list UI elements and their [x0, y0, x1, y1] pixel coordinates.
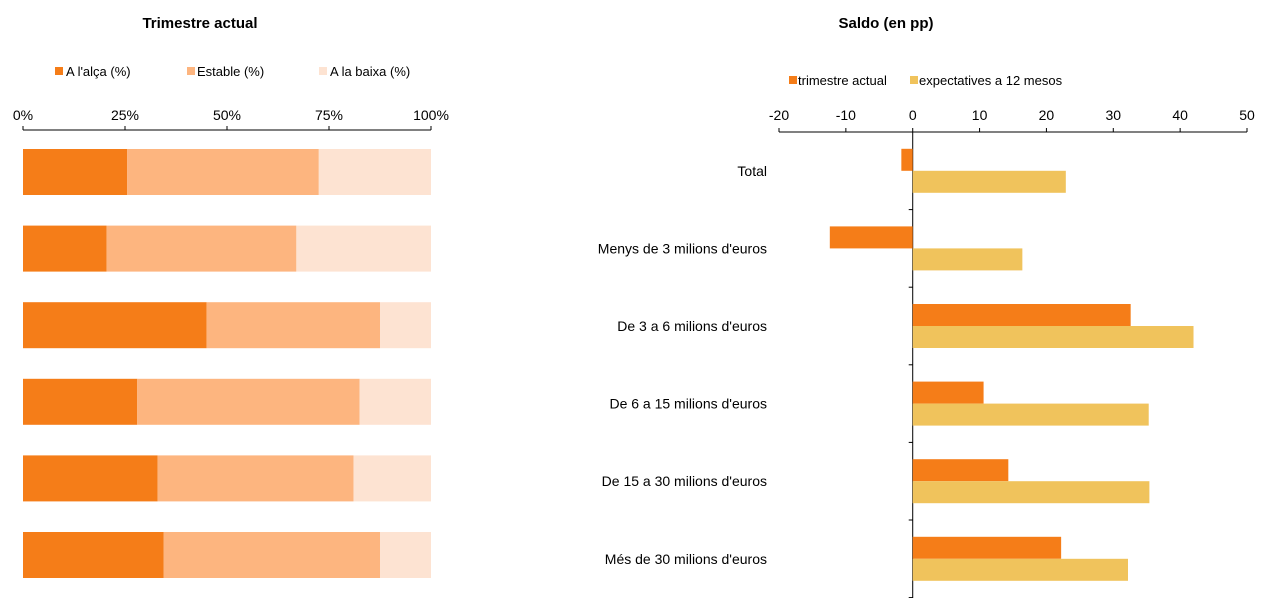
bar-expectations-12m	[912, 481, 1150, 504]
left-bar-segment	[206, 302, 380, 349]
right-chart-axis: -20 -10 0 10 20 30 40 50	[769, 107, 1255, 598]
right-tick-label: 50	[1239, 107, 1255, 123]
left-bar-segment	[23, 225, 107, 272]
legend-label-down: A la baixa (%)	[330, 64, 410, 79]
bar-current-quarter	[912, 459, 1009, 482]
left-tick-label: 50%	[213, 107, 241, 123]
right-tick-label: -10	[836, 107, 856, 123]
bar-current-quarter	[829, 226, 913, 249]
left-bar-segment	[318, 149, 431, 195]
left-bar-segment	[163, 532, 380, 578]
legend-swatch-expect	[910, 76, 918, 84]
right-category-label: Més de 30 milions d'euros	[605, 551, 767, 567]
left-bar-segment	[23, 302, 207, 349]
legend-label-stable: Estable (%)	[197, 64, 264, 79]
bar-expectations-12m	[912, 326, 1194, 348]
left-bar-segment	[137, 378, 360, 425]
right-tick-label: 30	[1105, 107, 1121, 123]
right-tick-label: -20	[769, 107, 789, 123]
left-bar-segment	[380, 302, 431, 349]
right-chart-bars	[829, 148, 1194, 581]
bar-expectations-12m	[912, 170, 1066, 193]
left-chart-legend: A l'alça (%) Estable (%) A la baixa (%)	[55, 64, 410, 79]
legend-swatch-down	[319, 67, 327, 75]
right-category-label: Total	[737, 163, 767, 179]
left-bar-segment	[380, 532, 431, 578]
right-tick-label: 10	[972, 107, 988, 123]
legend-label-expect: expectatives a 12 mesos	[919, 73, 1063, 88]
left-chart-title: Trimestre actual	[142, 15, 257, 32]
left-bar-segment	[23, 149, 128, 195]
left-bar-segment	[23, 532, 164, 578]
left-bar-segment	[23, 378, 138, 425]
bar-expectations-12m	[912, 403, 1149, 426]
right-category-label: De 15 a 30 milions d'euros	[602, 473, 767, 489]
bar-expectations-12m	[912, 558, 1128, 581]
right-category-label: De 6 a 15 milions d'euros	[609, 396, 767, 412]
left-bar-segment	[157, 455, 354, 502]
right-chart-category-labels: Total Menys de 3 milions d'euros De 3 a 6 …	[598, 163, 767, 567]
bar-current-quarter	[912, 304, 1131, 326]
left-bar-segment	[359, 378, 431, 425]
left-chart: Trimestre actual A l'alça (%) Estable (%…	[13, 15, 449, 578]
left-bar-segment	[23, 455, 158, 502]
left-bar-segment	[106, 225, 297, 272]
bar-current-quarter	[901, 148, 913, 171]
left-chart-axis: 0% 25% 50% 75% 100%	[13, 107, 449, 131]
bar-expectations-12m	[912, 248, 1023, 271]
right-tick-label: 0	[909, 107, 917, 123]
right-tick-label: 20	[1039, 107, 1055, 123]
bar-current-quarter	[912, 536, 1062, 559]
bar-current-quarter	[912, 381, 984, 404]
legend-swatch-up	[55, 67, 63, 75]
legend-label-up: A l'alça (%)	[66, 64, 131, 79]
right-chart-title: Saldo (en pp)	[839, 15, 934, 32]
right-chart-legend: trimestre actual expectatives a 12 mesos	[789, 73, 1063, 88]
right-chart: Saldo (en pp) trimestre actual expectati…	[598, 15, 1255, 598]
right-tick-label: 40	[1172, 107, 1188, 123]
left-bar-segment	[127, 149, 319, 195]
left-tick-label: 25%	[111, 107, 139, 123]
left-bar-segment	[353, 455, 431, 502]
left-bar-segment	[296, 225, 431, 272]
legend-swatch-current	[789, 76, 797, 84]
legend-label-current: trimestre actual	[798, 73, 887, 88]
left-tick-label: 100%	[413, 107, 449, 123]
left-chart-bars	[23, 149, 431, 578]
left-tick-label: 0%	[13, 107, 33, 123]
left-tick-label: 75%	[315, 107, 343, 123]
right-category-label: De 3 a 6 milions d'euros	[617, 318, 767, 334]
right-category-label: Menys de 3 milions d'euros	[598, 240, 767, 256]
legend-swatch-stable	[187, 67, 195, 75]
